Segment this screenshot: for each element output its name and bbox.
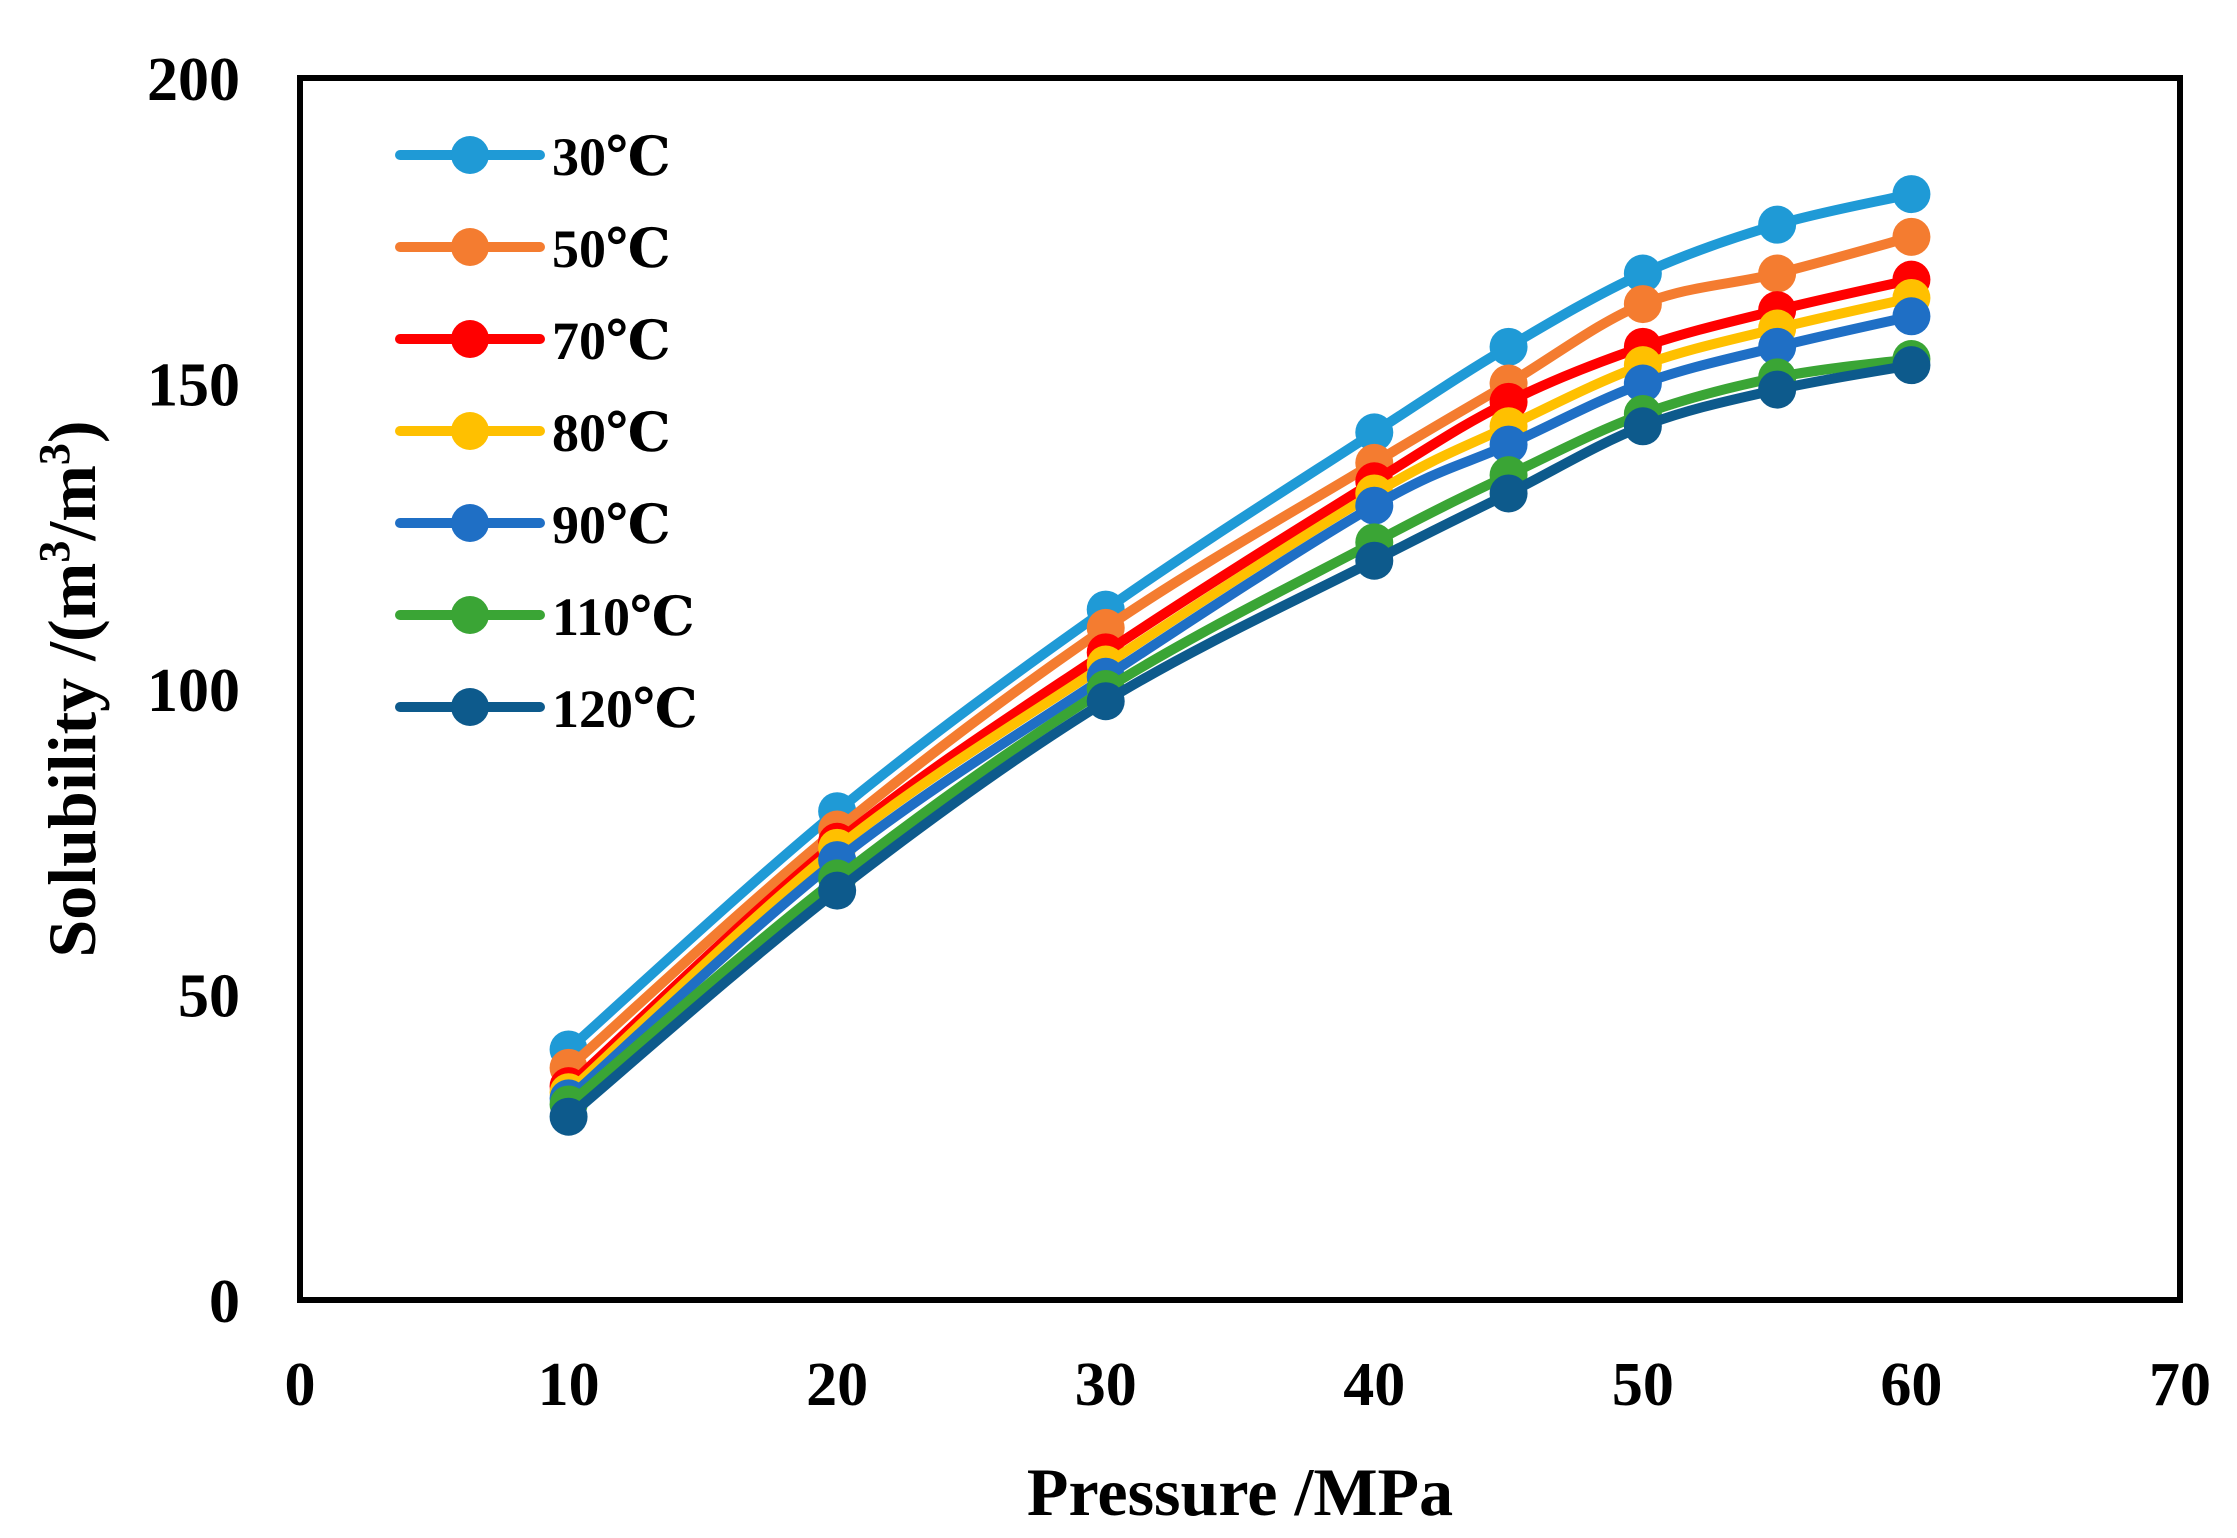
legend-label: 70℃ — [552, 311, 671, 371]
legend-marker — [451, 228, 489, 266]
legend-label: 80℃ — [552, 403, 671, 463]
data-point — [1758, 370, 1797, 409]
data-point — [549, 1097, 588, 1136]
x-tick-label: 30 — [1075, 1351, 1137, 1419]
x-tick-label: 40 — [1343, 1351, 1405, 1419]
x-tick-label: 60 — [1880, 1351, 1942, 1419]
x-tick-label: 50 — [1612, 1351, 1674, 1419]
legend-item: 50℃ — [395, 219, 671, 279]
series-0 — [549, 175, 1931, 1069]
y-tick-label: 200 — [147, 46, 240, 114]
legend-item: 110℃ — [395, 587, 695, 647]
legend-label: 30℃ — [552, 127, 671, 187]
data-point — [1892, 217, 1931, 256]
y-tick-label: 50 — [178, 963, 240, 1031]
data-point — [1892, 297, 1931, 336]
data-point — [1489, 474, 1528, 513]
data-point — [1355, 413, 1394, 452]
legend-label: 50℃ — [552, 219, 671, 279]
y-axis-label-end: ) — [34, 420, 110, 443]
legend-item: 80℃ — [395, 403, 671, 463]
data-point — [1489, 425, 1528, 464]
y-tick-label: 100 — [147, 657, 240, 725]
data-point — [1086, 682, 1125, 721]
y-tick-label: 0 — [209, 1268, 240, 1336]
data-point — [1892, 346, 1931, 385]
series-layer — [549, 175, 1931, 1136]
data-point — [1758, 327, 1797, 366]
data-point — [1489, 327, 1528, 366]
data-point — [1355, 486, 1394, 525]
legend-item: 30℃ — [395, 127, 671, 187]
x-axis-label: Pressure /MPa — [1027, 1454, 1453, 1530]
y-axis-label-main: Solubility /(m — [34, 563, 110, 958]
x-tick-labels: 0 10 20 30 40 50 60 70 — [285, 1351, 2212, 1419]
y-axis-label-mid: /m — [34, 465, 110, 542]
legend: 30℃ 50℃ 70℃ 80℃ 90℃ 110℃ 120℃ — [395, 127, 698, 739]
series-line — [563, 292, 1917, 1098]
series-line — [563, 311, 1917, 1104]
data-point — [1623, 254, 1662, 293]
legend-label: 90℃ — [552, 495, 671, 555]
y-axis-label: Solubility /(m3/m3) — [30, 420, 110, 957]
data-point — [1758, 254, 1797, 293]
series-line — [563, 354, 1917, 1110]
data-point — [1892, 175, 1931, 214]
y-tick-label: 150 — [147, 352, 240, 420]
legend-item: 120℃ — [395, 679, 698, 739]
legend-marker — [451, 136, 489, 174]
y-tick-labels: 0 50 100 150 200 — [147, 46, 240, 1336]
x-tick-label: 10 — [538, 1351, 600, 1419]
plot-frame — [297, 75, 2183, 1303]
legend-marker — [451, 688, 489, 726]
legend-label: 110℃ — [552, 587, 695, 647]
y-axis-label-sup2: 3 — [30, 443, 79, 465]
x-tick-label: 20 — [806, 1351, 868, 1419]
legend-label: 120℃ — [552, 679, 698, 739]
data-point — [818, 871, 857, 910]
x-tick-label: 70 — [2149, 1351, 2211, 1419]
series-5 — [549, 340, 1931, 1124]
data-point — [1623, 364, 1662, 403]
legend-marker — [451, 412, 489, 450]
legend-marker — [451, 596, 489, 634]
legend-item: 90℃ — [395, 495, 671, 555]
legend-marker — [451, 504, 489, 542]
data-point — [1623, 285, 1662, 324]
legend-marker — [451, 320, 489, 358]
series-6 — [549, 346, 1931, 1136]
y-axis-label-sup1: 3 — [30, 541, 79, 563]
legend-item: 70℃ — [395, 311, 671, 371]
series-line — [563, 360, 1917, 1122]
data-point — [1623, 407, 1662, 446]
data-point — [1758, 205, 1797, 244]
data-point — [1355, 541, 1394, 580]
series-4 — [549, 297, 1931, 1118]
x-tick-label: 0 — [285, 1351, 316, 1419]
